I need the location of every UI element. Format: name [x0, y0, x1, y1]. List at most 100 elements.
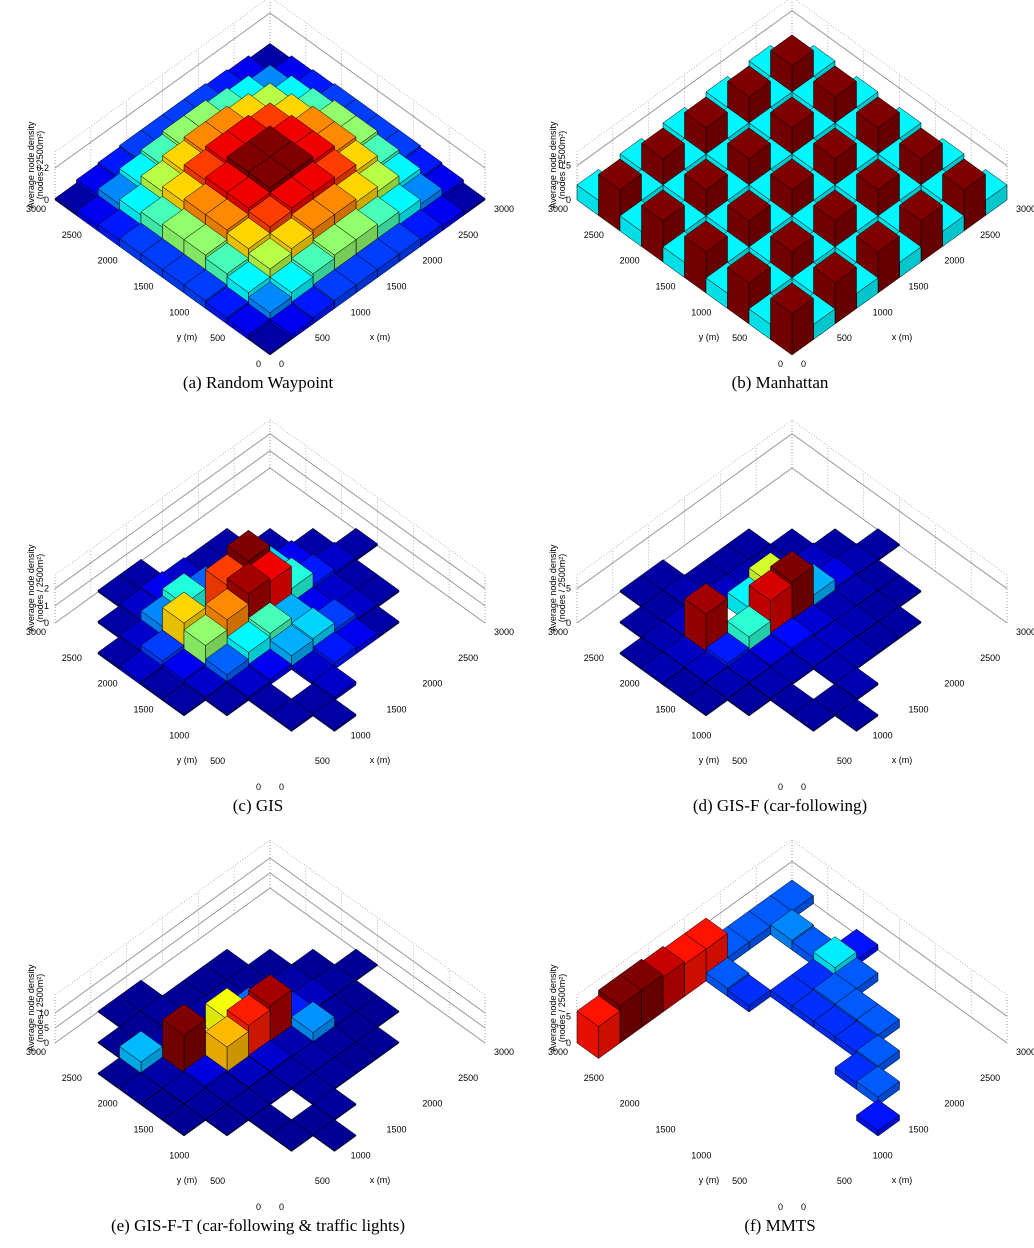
x-tick-label: 2000: [422, 256, 442, 266]
x-tick-label: 2000: [944, 679, 964, 689]
x-tick-label: 1500: [387, 1125, 407, 1135]
y-tick-label: 500: [210, 1176, 225, 1186]
x-tick-label: 2000: [944, 1099, 964, 1109]
y-tick-label: 500: [732, 1176, 747, 1186]
x-tick-label: 1500: [909, 705, 929, 715]
panel: 0 500 1000 1500 2000 2500 3000 0 500 1000 1500 2000…: [26, 0, 514, 392]
y-tick-label: 1000: [169, 730, 189, 740]
y-tick-label: 1000: [691, 1150, 711, 1160]
x-axis-label: x (m): [370, 1175, 391, 1185]
caption: (b) Manhattan: [732, 373, 829, 392]
x-tick-label: 3000: [1016, 1047, 1034, 1057]
y-tick-label: 2500: [584, 653, 604, 663]
x-tick-label: 3000: [1016, 204, 1034, 214]
bar: [857, 1100, 900, 1136]
y-axis-label: y (m): [699, 332, 720, 342]
y-tick-label: 2500: [62, 1073, 82, 1083]
x-tick-label: 2000: [422, 1099, 442, 1109]
x-tick-label: 2500: [980, 230, 1000, 240]
x-tick-label: 1000: [873, 1150, 893, 1160]
y-tick-label: 1500: [655, 1125, 675, 1135]
y-tick-label: 500: [732, 333, 747, 343]
z-axis-label: (nodes / 2500m²): [557, 554, 567, 623]
caption: (c) GIS: [233, 796, 284, 815]
y-tick-label: 500: [210, 333, 225, 343]
y-tick-label: 1000: [691, 307, 711, 317]
x-tick-label: 0: [801, 782, 806, 792]
x-tick-label: 3000: [494, 1047, 514, 1057]
x-tick-label: 0: [279, 359, 284, 369]
x-tick-label: 1000: [873, 307, 893, 317]
y-tick-label: 1500: [655, 282, 675, 292]
caption: (a) Random Waypoint: [183, 373, 334, 392]
x-tick-label: 1000: [351, 307, 371, 317]
y-tick-label: 1000: [169, 307, 189, 317]
y-tick-label: 2000: [620, 256, 640, 266]
x-tick-label: 2000: [944, 256, 964, 266]
y-tick-label: 1000: [691, 730, 711, 740]
x-tick-label: 500: [837, 756, 852, 766]
y-tick-label: 0: [778, 359, 783, 369]
x-tick-label: 2000: [422, 679, 442, 689]
y-tick-label: 2000: [98, 256, 118, 266]
y-tick-label: 1500: [133, 282, 153, 292]
z-axis-label: (nodes / 2500m²): [35, 131, 45, 200]
x-tick-label: 2500: [980, 1073, 1000, 1083]
caption: (d) GIS-F (car-following): [693, 796, 867, 815]
caption: (e) GIS-F-T (car-following & traffic lig…: [111, 1216, 405, 1235]
panel: 0 500 1000 1500 2000 2500 3000 0 500 1000 1500 2000…: [548, 840, 1034, 1235]
bar: [771, 283, 814, 355]
x-axis-label: x (m): [370, 755, 391, 765]
y-axis-label: y (m): [699, 755, 720, 765]
y-tick-label: 0: [778, 1202, 783, 1212]
y-axis-label: y (m): [699, 1175, 720, 1185]
y-tick-label: 0: [256, 1202, 261, 1212]
y-tick-label: 2000: [98, 1099, 118, 1109]
y-tick-label: 2500: [62, 230, 82, 240]
x-axis-label: x (m): [892, 1175, 913, 1185]
y-tick-label: 500: [210, 756, 225, 766]
x-tick-label: 1500: [387, 282, 407, 292]
z-axis-label: (nodes / 2500m²): [35, 554, 45, 623]
x-tick-label: 500: [315, 1176, 330, 1186]
caption: (f) MMTS: [744, 1216, 815, 1235]
x-tick-label: 1500: [909, 1125, 929, 1135]
x-tick-label: 3000: [494, 204, 514, 214]
y-tick-label: 2000: [98, 679, 118, 689]
x-tick-label: 3000: [494, 627, 514, 637]
y-axis-label: y (m): [177, 755, 198, 765]
x-tick-label: 2500: [980, 653, 1000, 663]
x-tick-label: 2500: [458, 1073, 478, 1083]
z-axis-label: (nodes / 2500m²): [557, 131, 567, 200]
figure: 0 500 1000 1500 2000 2500 3000 0 500 1000 1500 2000…: [0, 0, 1034, 1248]
x-tick-label: 0: [279, 1202, 284, 1212]
x-tick-label: 0: [801, 1202, 806, 1212]
z-axis-label: (nodes / 2500m²): [557, 974, 567, 1043]
x-tick-label: 500: [315, 333, 330, 343]
y-tick-label: 2000: [620, 679, 640, 689]
panel: 0500100015002000250030000500100015002000…: [26, 420, 514, 815]
x-tick-label: 0: [279, 782, 284, 792]
x-tick-label: 2500: [458, 653, 478, 663]
z-axis-label: (nodes / 2500m²): [35, 974, 45, 1043]
x-tick-label: 3000: [1016, 627, 1034, 637]
y-axis-label: y (m): [177, 1175, 198, 1185]
panel: 0 500 1000 1500 2000 2500 3000 0 500 1000 1500 2000…: [548, 420, 1034, 815]
y-tick-label: 1500: [655, 705, 675, 715]
x-axis-label: x (m): [892, 755, 913, 765]
y-tick-label: 2500: [584, 230, 604, 240]
x-tick-label: 1000: [873, 730, 893, 740]
y-tick-label: 1000: [169, 1150, 189, 1160]
x-axis-label: x (m): [892, 332, 913, 342]
y-tick-label: 0: [778, 782, 783, 792]
x-tick-label: 1000: [351, 1150, 371, 1160]
y-tick-label: 0: [256, 782, 261, 792]
panel: 0500100015002000250030000500100015002000…: [548, 0, 1034, 392]
y-tick-label: 500: [732, 756, 747, 766]
y-tick-label: 2000: [620, 1099, 640, 1109]
x-tick-label: 0: [801, 359, 806, 369]
x-tick-label: 1000: [351, 730, 371, 740]
y-tick-label: 0: [256, 359, 261, 369]
x-tick-label: 2500: [458, 230, 478, 240]
x-tick-label: 500: [837, 1176, 852, 1186]
